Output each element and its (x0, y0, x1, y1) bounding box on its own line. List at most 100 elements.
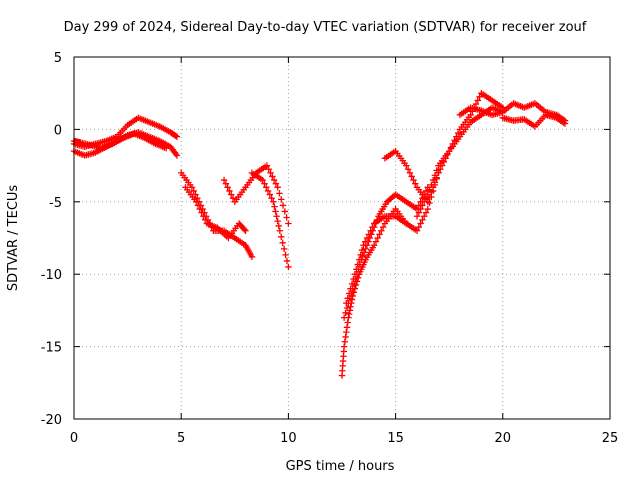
x-axis-label: GPS time / hours (286, 459, 395, 474)
interpolated-point (417, 205, 424, 213)
interpolated-point (194, 194, 201, 202)
interpolated-point (433, 167, 440, 174)
interpolated-point (369, 223, 376, 231)
x-tick-label: 20 (495, 431, 512, 446)
interpolated-point (267, 169, 274, 177)
interpolated-point (282, 251, 289, 259)
interpolated-point (406, 169, 414, 177)
interpolated-point (263, 184, 270, 191)
data-point (403, 162, 410, 169)
data-point (259, 176, 266, 184)
interpolated-point (428, 181, 435, 189)
interpolated-point (365, 231, 372, 238)
interpolated-point (355, 256, 363, 263)
axis-ticks: 0 5 10 15 20 25 5 0 -5 -10 -15 -20 (41, 51, 619, 446)
y-tick-label: -5 (49, 196, 62, 211)
interpolated-point (344, 319, 351, 326)
interpolated-point (419, 202, 426, 209)
y-tick-label: -15 (41, 341, 62, 356)
interpolated-point (342, 309, 349, 317)
interpolated-point (201, 216, 209, 224)
interpolated-point (357, 251, 364, 259)
interpolated-point (415, 223, 423, 231)
interpolated-point (272, 208, 279, 215)
y-tick-label: 5 (54, 51, 62, 66)
interpolated-point (454, 129, 462, 137)
interpolated-point (408, 173, 415, 180)
interpolated-point (354, 261, 361, 268)
interpolated-point (272, 180, 280, 187)
y-axis-label: SDTVAR / TECUs (6, 185, 21, 292)
data-point (242, 227, 249, 234)
interpolated-point (363, 234, 371, 242)
data-point (340, 314, 348, 321)
y-tick-label: -20 (41, 413, 62, 428)
data-point (162, 145, 170, 152)
interpolated-point (347, 303, 354, 310)
interpolated-point (367, 227, 374, 234)
interpolated-point (278, 196, 285, 203)
x-tick-label: 0 (70, 431, 78, 446)
interpolated-point (417, 220, 424, 227)
interpolated-point (431, 172, 439, 179)
interpolated-point (274, 217, 281, 225)
interpolated-point (279, 239, 286, 247)
interpolated-point (420, 198, 428, 205)
data-point (561, 120, 569, 127)
data-point (285, 263, 292, 271)
interpolated-point (372, 238, 380, 245)
x-tick-label: 15 (387, 431, 404, 446)
interpolated-point (241, 226, 248, 233)
interpolated-point (345, 290, 353, 297)
interpolated-point (476, 93, 483, 101)
data-point (413, 227, 421, 234)
interpolated-point (362, 245, 369, 253)
interpolated-point (426, 186, 433, 193)
interpolated-point (410, 176, 417, 184)
interpolated-point (228, 191, 235, 198)
data-point (413, 213, 421, 220)
y-tick-label: -10 (41, 268, 62, 283)
y-tick-label: 0 (54, 123, 62, 138)
interpolated-point (350, 275, 357, 283)
interpolated-point (261, 180, 268, 187)
interpolated-point (198, 209, 205, 216)
interpolated-point (422, 209, 430, 216)
interpolated-point (422, 194, 430, 202)
chart-title: Day 299 of 2024, Sidereal Day-to-day VTE… (64, 20, 587, 35)
data-point (193, 198, 200, 205)
data-point (173, 133, 181, 140)
interpolated-point (190, 187, 197, 195)
interpolated-point (341, 338, 349, 345)
data-point (340, 343, 348, 350)
data-point (370, 242, 378, 249)
interpolated-point (276, 190, 283, 197)
interpolated-point (172, 150, 180, 158)
x-tick-label: 25 (602, 431, 619, 446)
interpolated-point (273, 213, 280, 220)
interpolated-point (343, 304, 351, 312)
interpolated-point (429, 176, 437, 184)
interpolated-point (200, 213, 207, 220)
interpolated-point (353, 266, 360, 273)
data-point (248, 253, 256, 261)
data-point (351, 271, 359, 278)
data-point (173, 152, 181, 159)
interpolated-point (271, 203, 278, 210)
interpolated-point (419, 216, 426, 224)
interpolated-point (376, 231, 383, 238)
interpolated-point (420, 213, 428, 220)
interpolated-point (437, 166, 444, 173)
grid (74, 57, 610, 419)
interpolated-point (278, 233, 285, 240)
interpolated-point (374, 234, 381, 242)
interpolated-point (347, 285, 354, 292)
interpolated-point (404, 166, 412, 173)
interpolated-point (344, 295, 351, 302)
data-point (274, 184, 281, 191)
x-tick-label: 10 (280, 431, 297, 446)
interpolated-point (224, 184, 231, 191)
interpolated-point (194, 202, 202, 209)
plot-frame (73, 56, 611, 420)
interpolated-point (412, 180, 419, 187)
